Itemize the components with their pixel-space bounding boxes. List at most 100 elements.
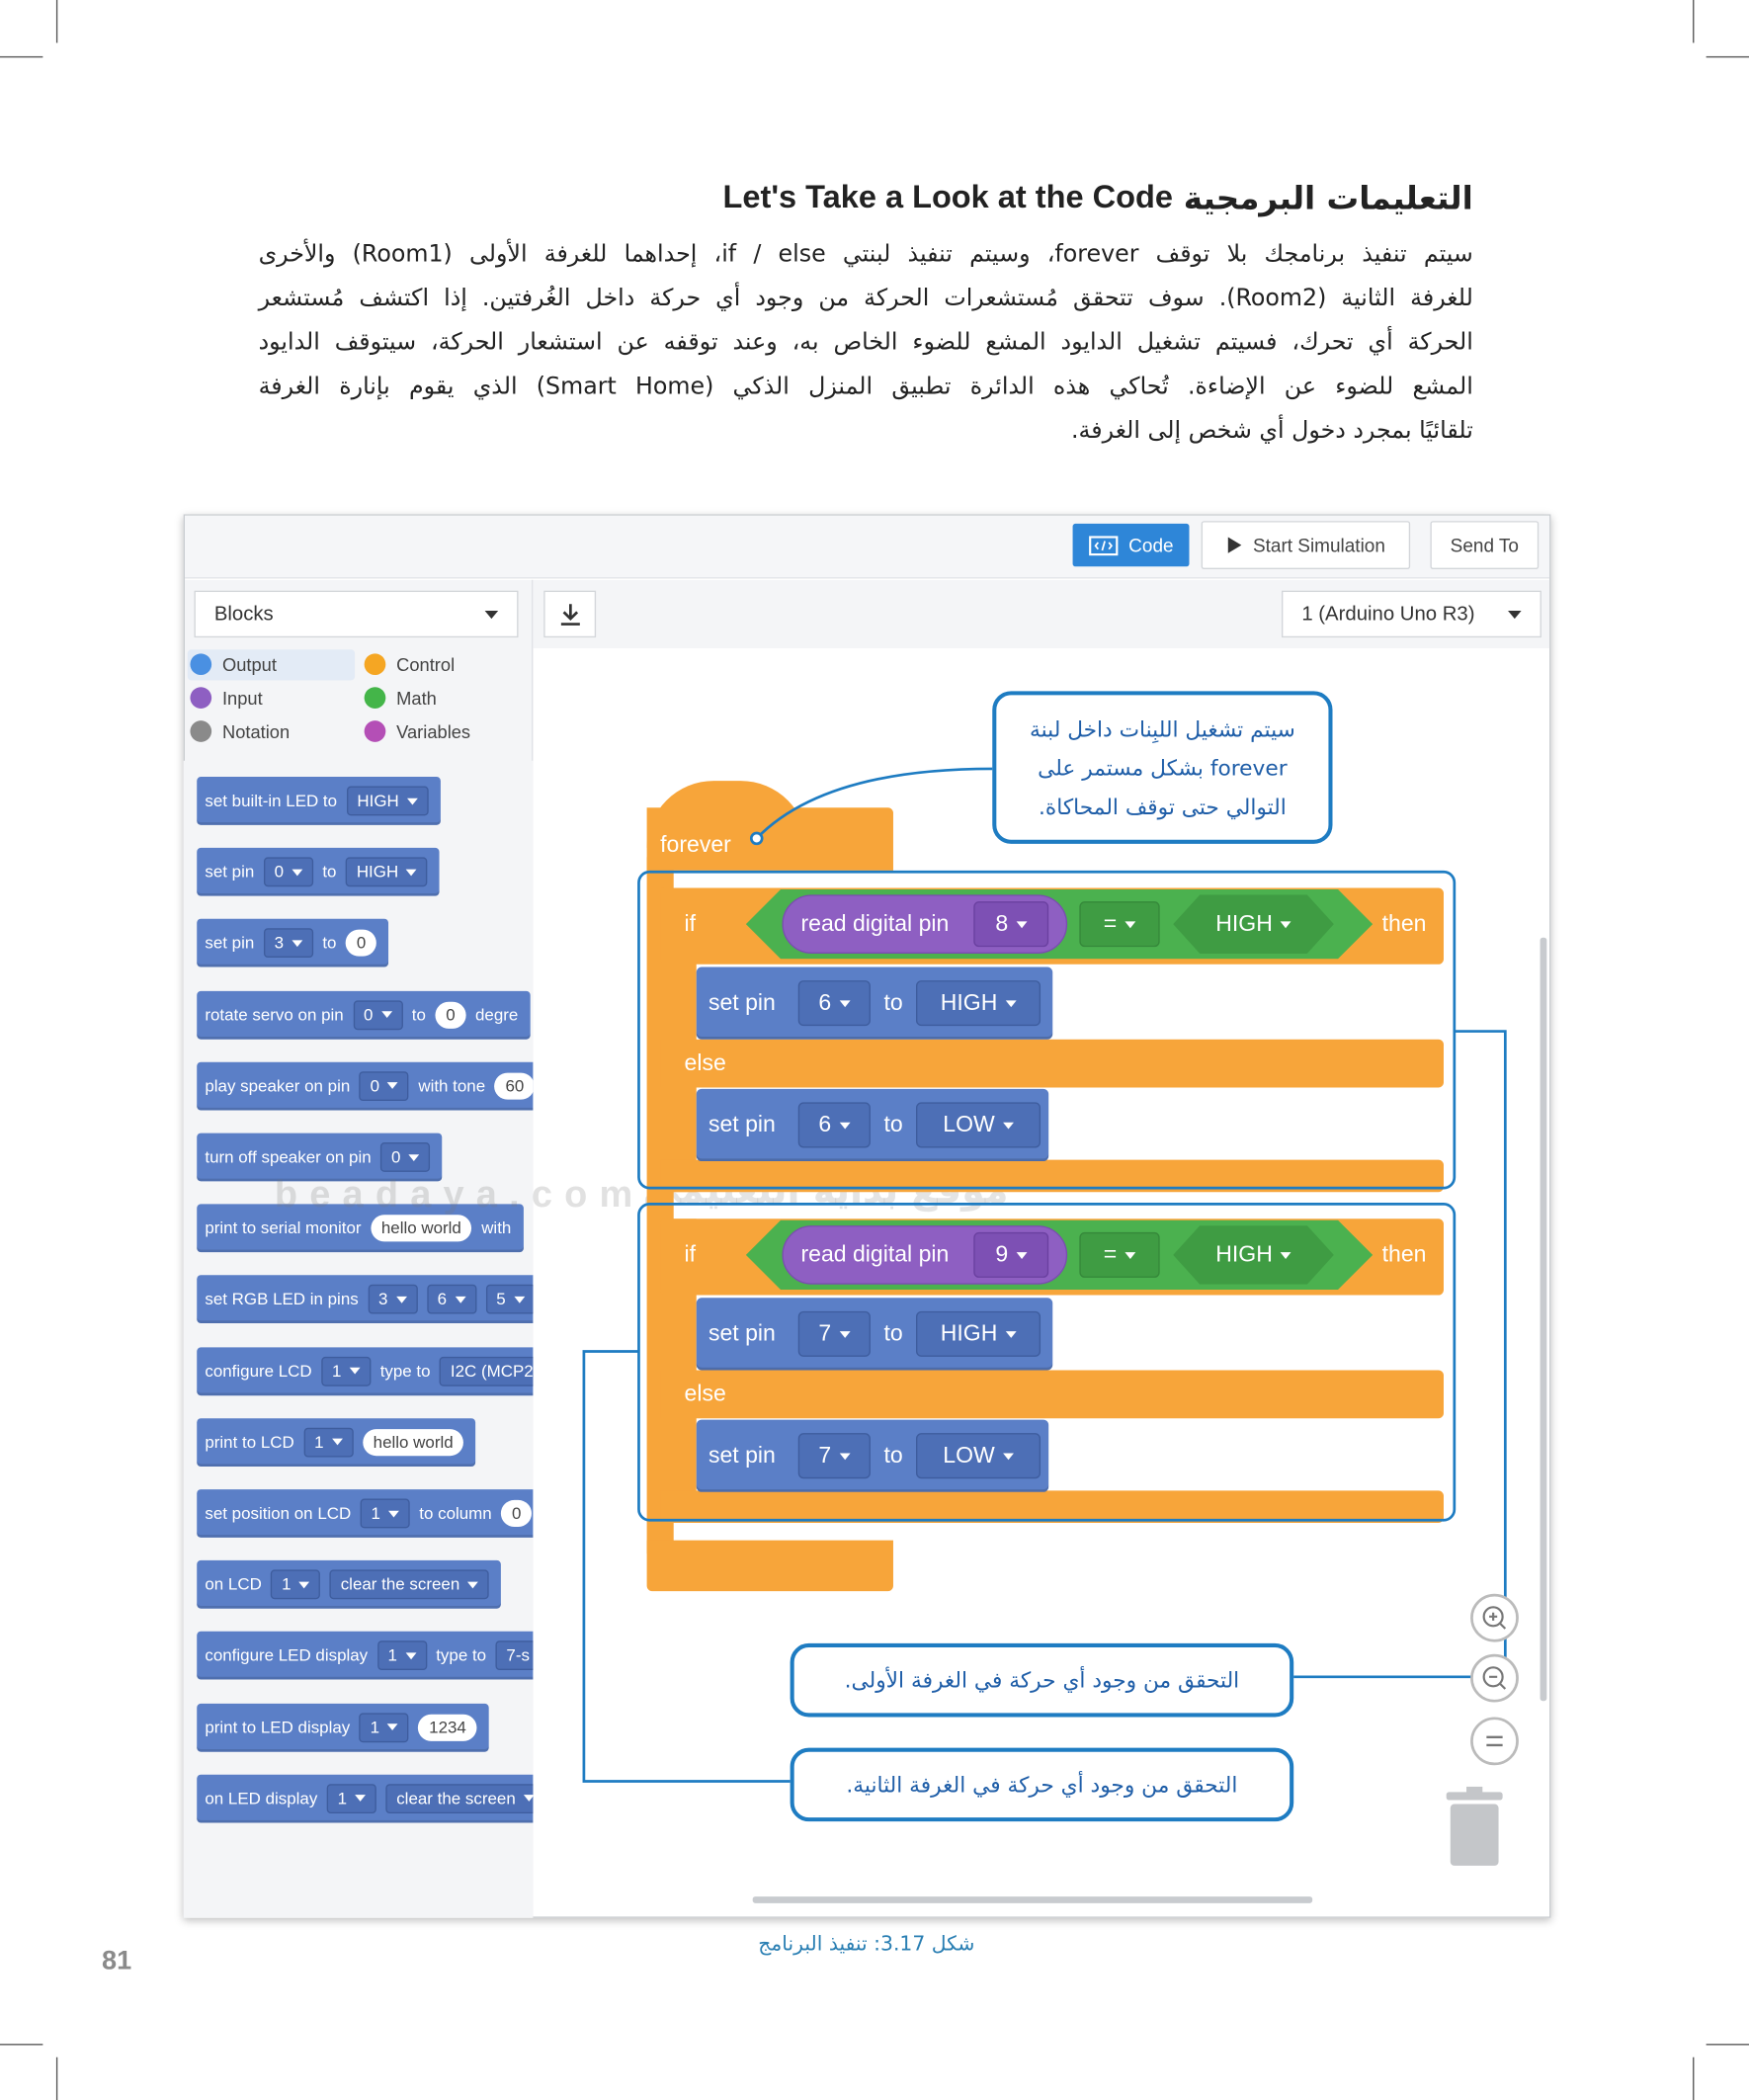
block-dropdown: 0 — [359, 1070, 409, 1101]
code-button[interactable]: Code — [1072, 523, 1190, 567]
then-label: then — [1381, 910, 1427, 937]
category: Notation — [190, 716, 290, 746]
play-icon — [1227, 537, 1241, 553]
if-bottom — [660, 1490, 1444, 1523]
paragraph-line: الحركة أي تحرك، فسيتم تشغيل الدايود المش… — [258, 329, 1473, 357]
start-simulation-button[interactable]: Start Simulation — [1201, 521, 1411, 569]
category-highlight — [187, 649, 356, 681]
palette-block: on LCD 1 clear the screen — [197, 1560, 502, 1609]
palette-block: turn off speaker on pin 0 — [197, 1133, 443, 1182]
block-dropdown: 3 — [263, 928, 313, 959]
connector — [755, 767, 993, 840]
dropdown-arrow — [484, 610, 499, 625]
palette-block: configure LED display 1 type to 7-s — [197, 1632, 534, 1681]
download-icon — [560, 603, 580, 626]
block-dropdown: 1 — [360, 1498, 410, 1529]
level-dropdown: HIGH — [1187, 1232, 1321, 1278]
callout: التحقق من وجود أي حركة في الغرفة الأولى. — [790, 1642, 1294, 1718]
block-text: set position on LCD — [205, 1503, 352, 1523]
board-dropdown[interactable]: 1 (Arduino Uno R3) — [1282, 590, 1541, 638]
set-pin-label: set pin — [708, 1442, 776, 1469]
if-label: if — [684, 910, 697, 937]
category: Output — [190, 649, 277, 679]
crop-mark — [1706, 2044, 1749, 2046]
code-label: Code — [1128, 534, 1174, 556]
heading-arabic: التعليمات البرمجية — [1183, 179, 1473, 217]
forever-label: forever — [660, 831, 731, 858]
else-label: else — [684, 1050, 726, 1076]
category: Input — [190, 683, 263, 713]
crop-mark — [1693, 0, 1695, 43]
block-field: 0 — [501, 1499, 533, 1528]
value-dropdown: HIGH — [916, 980, 1041, 1027]
block-text: print to serial monitor — [205, 1218, 362, 1238]
palette-block: set pin 3 to 0 — [197, 919, 389, 968]
category-dot — [364, 720, 386, 742]
category: Control — [364, 649, 455, 679]
value-dropdown: LOW — [916, 1433, 1041, 1479]
block-text: on LCD — [205, 1575, 262, 1595]
block-text: set pin — [205, 934, 255, 954]
callout-line: forever بشكل مستمر على — [1038, 754, 1288, 781]
block-text: configure LCD — [205, 1361, 312, 1381]
palette-block: print to LCD 1 hello world — [197, 1417, 476, 1467]
block-field: hello world — [362, 1428, 464, 1456]
block-palette: set built-in LED to HIGH set pin 0 to HIGH set… — [183, 760, 534, 1918]
palette-block: configure LCD 1 type to I2C (MCP2 — [197, 1346, 534, 1395]
block-text: to — [322, 934, 337, 954]
block-dropdown: 0 — [380, 1142, 431, 1172]
level-dropdown: HIGH — [1187, 901, 1321, 947]
category-label: Notation — [221, 720, 291, 742]
callout-line: التحقق من وجود أي حركة في الغرفة الثانية… — [846, 1772, 1238, 1798]
send-to-label: Send To — [1450, 534, 1519, 556]
category-label: Input — [221, 687, 263, 709]
operator-dropdown: = — [1079, 901, 1160, 948]
palette-block: set pin 0 to HIGH — [197, 848, 441, 896]
block-field: 60 — [494, 1072, 534, 1100]
callout-line: سيتم تشغيل اللبِنات داخل لبنة — [1029, 715, 1295, 742]
block-text: set built-in LED to — [205, 791, 338, 810]
category-label: Variables — [396, 720, 471, 742]
block-text: with — [481, 1218, 512, 1238]
crop-mark — [0, 55, 43, 58]
send-to-button[interactable]: Send To — [1430, 521, 1540, 569]
then-label: then — [1381, 1241, 1427, 1268]
palette-block: on LED display 1 clear the screen — [197, 1774, 534, 1823]
callout: التحقق من وجود أي حركة في الغرفة الثانية… — [790, 1747, 1294, 1822]
pin-dropdown: 7 — [797, 1433, 871, 1479]
category-dot — [190, 720, 212, 742]
category-label: Output — [221, 654, 277, 675]
block-dropdown: 0 — [263, 857, 313, 887]
download-button[interactable] — [543, 590, 597, 638]
vertical-scrollbar — [1540, 937, 1547, 1702]
block-field: 0 — [435, 1001, 466, 1029]
forever-top — [646, 807, 893, 871]
block-field: hello world — [371, 1215, 472, 1242]
block-dropdown: 3 — [368, 1285, 418, 1315]
blocks-dropdown-label: Blocks — [213, 602, 274, 626]
read-label: read digital pin — [800, 910, 950, 937]
block-dropdown: HIGH — [346, 786, 429, 816]
trash — [1446, 1786, 1503, 1866]
category: Variables — [364, 716, 471, 746]
palette-block: print to LED display 1 1234 — [197, 1703, 489, 1752]
read-pin-dropdown: 8 — [973, 901, 1049, 948]
palette-block: print to serial monitor hello world with — [197, 1204, 524, 1253]
read-label: read digital pin — [800, 1241, 950, 1268]
crop-mark — [55, 2057, 58, 2100]
set-pin-label: set pin — [708, 1111, 776, 1137]
callout-line: التوالي حتى توقف المحاكاة. — [1038, 794, 1287, 819]
blocks-dropdown[interactable]: Blocks — [194, 590, 519, 638]
pin-dropdown: 6 — [797, 1102, 871, 1148]
category: Math — [364, 683, 437, 713]
read-pin-dropdown: 9 — [973, 1231, 1049, 1278]
block-dropdown: 1 — [271, 1569, 321, 1600]
highlight-frame — [637, 1203, 1457, 1522]
block-text: set pin — [205, 863, 255, 882]
block-text: to column — [419, 1503, 492, 1523]
block-text: play speaker on pin — [205, 1076, 351, 1096]
pin-dropdown: 7 — [797, 1310, 871, 1357]
